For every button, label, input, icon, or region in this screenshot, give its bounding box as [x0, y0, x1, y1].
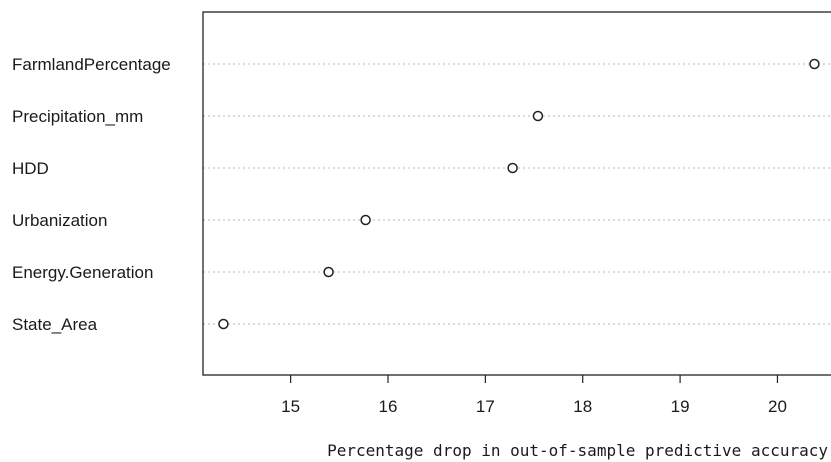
x-tick-label: 19 — [671, 397, 690, 416]
data-point — [532, 110, 544, 122]
grid-lines — [203, 63, 831, 325]
x-axis: 15 16 17 18 19 20 — [281, 375, 787, 416]
data-point — [218, 318, 229, 330]
category-label: FarmlandPercentage — [12, 55, 171, 74]
x-axis-title: Percentage drop in out-of-sample predict… — [327, 441, 828, 460]
data-point — [809, 58, 820, 70]
x-tick-label: 15 — [281, 397, 300, 416]
x-tick-label: 18 — [573, 397, 592, 416]
category-label: Energy.Generation — [12, 263, 153, 282]
data-point — [507, 162, 518, 174]
plot-frame — [202, 11, 831, 376]
category-label: Urbanization — [12, 211, 107, 230]
category-labels: FarmlandPercentage Precipitation_mm HDD Urb… — [12, 55, 171, 334]
x-tick-label: 17 — [476, 397, 495, 416]
category-label: Precipitation_mm — [12, 107, 143, 126]
data-points — [218, 58, 820, 330]
x-tick-label: 16 — [379, 397, 398, 416]
data-point — [323, 266, 334, 278]
x-tick-label: 20 — [768, 397, 787, 416]
category-label: State_Area — [12, 315, 98, 334]
data-point — [360, 214, 371, 226]
category-label: HDD — [12, 159, 49, 178]
